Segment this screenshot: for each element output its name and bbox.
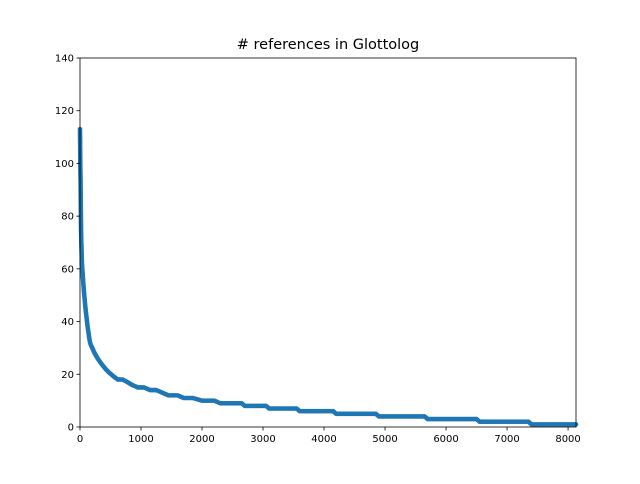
x-tick-label: 0 — [77, 434, 83, 445]
y-tick-label: 120 — [55, 106, 74, 117]
y-tick-label: 60 — [61, 264, 74, 275]
chart-title: # references in Glottolog — [237, 37, 419, 53]
x-tick-label: 6000 — [433, 434, 458, 445]
plot-frame — [79, 57, 577, 428]
y-tick-label: 0 — [68, 423, 74, 434]
x-tick-label: 3000 — [250, 434, 275, 445]
y-tick-label: 80 — [61, 212, 74, 223]
x-tick-label: 5000 — [372, 434, 397, 445]
y-tick-label: 100 — [55, 159, 74, 170]
y-tick-label: 40 — [61, 317, 74, 328]
x-tick-label: 8000 — [555, 434, 580, 445]
plot-area — [77, 57, 579, 428]
x-tick-label: 7000 — [494, 434, 519, 445]
y-tick-label: 20 — [61, 370, 74, 381]
x-tick-label: 2000 — [189, 434, 214, 445]
x-axis: 0 1000 2000 3000 4000 5000 6000 7000 8000 — [77, 427, 581, 445]
y-tick-label: 140 — [55, 54, 74, 65]
y-axis: 0 20 40 60 80 100 120 140 — [55, 54, 80, 434]
x-tick-label: 4000 — [311, 434, 336, 445]
x-tick-label: 1000 — [128, 434, 153, 445]
plot-background — [80, 58, 576, 427]
